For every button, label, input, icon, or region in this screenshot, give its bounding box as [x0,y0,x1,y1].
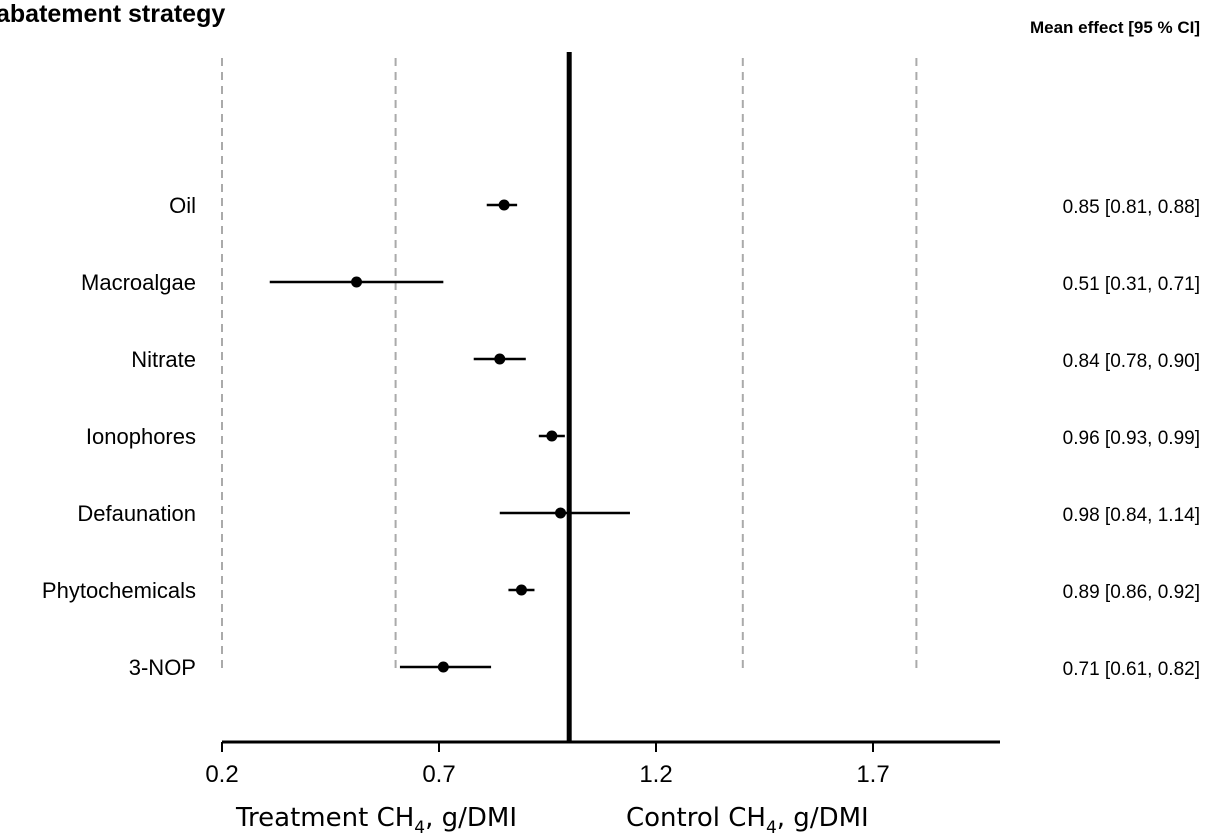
x-label-treatment: Treatment CH4, g/DMI [235,803,517,836]
row-phytochemicals: Phytochemicals 0.89 [0.86, 0.92] [42,578,1200,603]
x-label-treatment-subscript: 4 [414,818,425,836]
x-label-control-subscript: 4 [766,818,777,836]
effect-label: 0.98 [0.84, 1.14] [1063,505,1200,526]
mean-point [546,430,558,442]
mean-point [498,199,510,211]
x-axis: 0.2 0.7 1.2 1.7 [205,740,1000,788]
x-label-control-suffix: , g/DMI [777,803,869,833]
x-label-control: Control CH4, g/DMI [626,803,869,836]
mean-point [437,661,449,673]
row-3-nop: 3-NOP 0.71 [0.61, 0.82] [129,655,1200,680]
effect-label: 0.84 [0.78, 0.90] [1063,351,1200,372]
row-ionophores: Ionophores 0.96 [0.93, 0.99] [86,424,1200,449]
x-tick-label-0: 0.2 [205,761,238,788]
x-label-treatment-text: Treatment CH [235,803,414,833]
category-label: Nitrate [131,347,196,372]
effect-label: 0.51 [0.31, 0.71] [1063,274,1200,295]
effect-label: 0.89 [0.86, 0.92] [1063,582,1200,603]
category-label: 3-NOP [129,655,196,680]
category-label: Ionophores [86,424,196,449]
column-header: Mean effect [95 % CI] [1030,18,1200,37]
row-macroalgae: Macroalgae 0.51 [0.31, 0.71] [81,270,1200,295]
row-oil: Oil 0.85 [0.81, 0.88] [169,193,1200,218]
effect-label: 0.85 [0.81, 0.88] [1063,197,1200,218]
mean-point [494,353,506,365]
category-label: Phytochemicals [42,578,196,603]
mean-point [515,584,527,596]
category-label: Macroalgae [81,270,196,295]
x-tick-label-3: 1.7 [856,761,889,788]
mean-point [351,276,363,288]
row-defaunation: Defaunation 0.98 [0.84, 1.14] [77,501,1200,526]
x-tick-label-1: 0.7 [422,761,455,788]
dashed-guide-lines [221,58,918,670]
x-label-treatment-suffix: , g/DMI [425,803,517,833]
effect-label: 0.96 [0.93, 0.99] [1063,428,1200,449]
category-label: Defaunation [77,501,196,526]
effect-label: 0.71 [0.61, 0.82] [1063,659,1200,680]
x-label-control-text: Control CH [626,803,766,833]
row-nitrate: Nitrate 0.84 [0.78, 0.90] [131,347,1200,372]
estimate-rows: Oil 0.85 [0.81, 0.88] Macroalgae 0.51 [0.31… [42,193,1200,680]
chart-title: abatement strategy [0,0,225,28]
mean-point [555,507,567,519]
x-tick-label-2: 1.2 [639,761,672,788]
category-label: Oil [169,193,196,218]
